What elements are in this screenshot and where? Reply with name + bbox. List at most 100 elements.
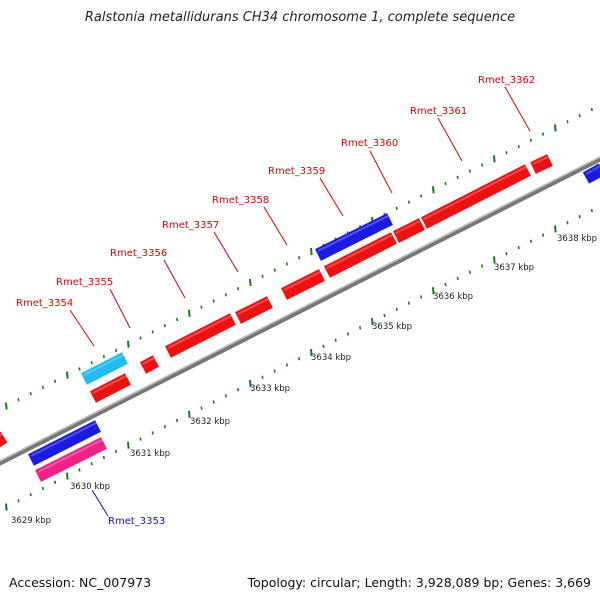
gene-label-rmet-3353[interactable]: Rmet_3353: [108, 516, 165, 527]
outer-ring-tick: [554, 124, 557, 132]
gene-feature-pink[interactable]: [35, 437, 107, 482]
inner-ring-tick: [505, 252, 508, 256]
gene-feature-red[interactable]: [324, 232, 397, 278]
gene-feature-red[interactable]: [0, 431, 8, 448]
label-leader-line: [319, 177, 344, 217]
outer-ring-tick: [41, 385, 44, 390]
gene-feature-blue[interactable]: [315, 213, 393, 261]
gene-feature-blue[interactable]: [582, 163, 600, 184]
gene-label-rmet-3358[interactable]: Rmet_3358: [212, 195, 269, 206]
scale-label-3629: 3629 kbp: [11, 516, 51, 526]
inner-ring-tick: [420, 295, 423, 299]
gene-label-rmet-3355[interactable]: Rmet_3355: [56, 277, 113, 288]
outer-ring-tick: [212, 299, 215, 303]
inner-ring-tick: [237, 387, 240, 392]
gene-label-rmet-3362[interactable]: Rmet_3362: [478, 75, 535, 86]
label-leader-line: [163, 259, 186, 299]
label-leader-line: [109, 288, 131, 329]
outer-ring-tick: [54, 379, 57, 383]
gene-feature-red[interactable]: [165, 313, 236, 358]
outer-ring-tick: [90, 361, 93, 365]
scale-label-3637: 3637 kbp: [494, 263, 534, 273]
outer-ring-tick: [139, 336, 142, 340]
inner-ring-tick: [444, 282, 447, 287]
inner-ring-tick: [29, 492, 32, 497]
inner-ring-tick: [554, 225, 557, 233]
inner-ring-tick: [176, 418, 179, 423]
inner-ring-tick: [322, 344, 325, 349]
outer-ring-tick: [517, 144, 520, 149]
inner-ring-tick: [127, 441, 130, 449]
genome-stats-text: Topology: circular; Length: 3,928,089 bp…: [247, 575, 591, 590]
label-leader-line: [213, 231, 239, 273]
label-leader-line: [91, 489, 109, 517]
gene-feature-cyan[interactable]: [81, 352, 128, 385]
inner-ring-tick: [102, 455, 105, 460]
inner-ring-tick: [54, 480, 57, 484]
label-leader-line: [504, 86, 531, 132]
outer-ring-tick: [432, 186, 435, 194]
gene-feature-red[interactable]: [90, 373, 131, 403]
label-leader-line: [369, 150, 393, 194]
gene-label-rmet-3359[interactable]: Rmet_3359: [268, 166, 325, 177]
outer-ring-tick: [5, 402, 8, 410]
outer-ring-tick: [407, 200, 410, 204]
outer-ring-tick: [542, 132, 545, 136]
outer-ring-tick: [285, 262, 288, 266]
outer-ring-tick: [273, 268, 276, 272]
gene-feature-red[interactable]: [281, 269, 325, 300]
gene-feature-red[interactable]: [530, 154, 553, 174]
outer-ring-tick: [249, 278, 252, 287]
outer-ring-tick: [261, 274, 264, 278]
gene-feature-red[interactable]: [393, 218, 425, 243]
inner-ring-tick: [115, 449, 118, 454]
outer-ring-tick: [529, 138, 532, 142]
gene-feature-red[interactable]: [139, 355, 160, 374]
outer-ring-tick: [188, 309, 191, 317]
outer-ring-tick: [420, 194, 423, 198]
outer-ring-tick: [505, 151, 508, 155]
outer-ring-tick: [176, 317, 179, 322]
inner-ring-tick: [517, 245, 520, 250]
outer-ring-tick: [493, 155, 496, 163]
outer-ring-tick: [224, 293, 227, 297]
inner-ring-tick: [298, 357, 301, 361]
inner-ring-tick: [407, 301, 410, 305]
gene-label-rmet-3356[interactable]: Rmet_3356: [110, 248, 167, 259]
gene-label-rmet-3357[interactable]: Rmet_3357: [162, 220, 219, 231]
scale-label-3632: 3632 kbp: [190, 417, 230, 427]
label-leader-line: [437, 117, 463, 162]
chromosome-backbone: [0, 156, 600, 466]
outer-ring-tick: [66, 371, 69, 379]
label-leader-line: [69, 309, 95, 347]
inner-ring-tick: [542, 233, 545, 237]
gene-label-rmet-3361[interactable]: Rmet_3361: [410, 106, 467, 117]
inner-ring-tick: [578, 214, 581, 219]
inner-ring-tick: [395, 307, 398, 311]
inner-ring-tick: [590, 208, 593, 213]
inner-ring-tick: [224, 394, 227, 398]
inner-ring-tick: [456, 276, 459, 281]
inner-ring-tick: [78, 468, 81, 472]
scale-label-3638: 3638 kbp: [557, 234, 597, 244]
outer-ring-tick: [78, 367, 81, 371]
outer-ring-tick: [151, 330, 154, 334]
accession-text: Accession: NC_007973: [9, 575, 152, 590]
inner-ring-tick: [566, 221, 569, 225]
inner-ring-tick: [5, 503, 8, 511]
inner-ring-tick: [493, 256, 496, 264]
inner-ring-tick: [151, 431, 154, 435]
gene-label-rmet-3360[interactable]: Rmet_3360: [341, 138, 398, 149]
gene-feature-red[interactable]: [235, 296, 273, 324]
outer-ring-tick: [102, 354, 105, 359]
inner-ring-tick: [41, 486, 44, 491]
inner-ring-tick: [249, 379, 252, 388]
outer-ring-tick: [456, 175, 459, 180]
gene-label-rmet-3354[interactable]: Rmet_3354: [16, 298, 73, 309]
gene-feature-red[interactable]: [421, 164, 531, 229]
gene-feature-blue[interactable]: [28, 420, 101, 466]
gene-features: [0, 154, 600, 482]
inner-ring-tick: [273, 369, 276, 373]
inner-tick-ring: [5, 208, 593, 511]
